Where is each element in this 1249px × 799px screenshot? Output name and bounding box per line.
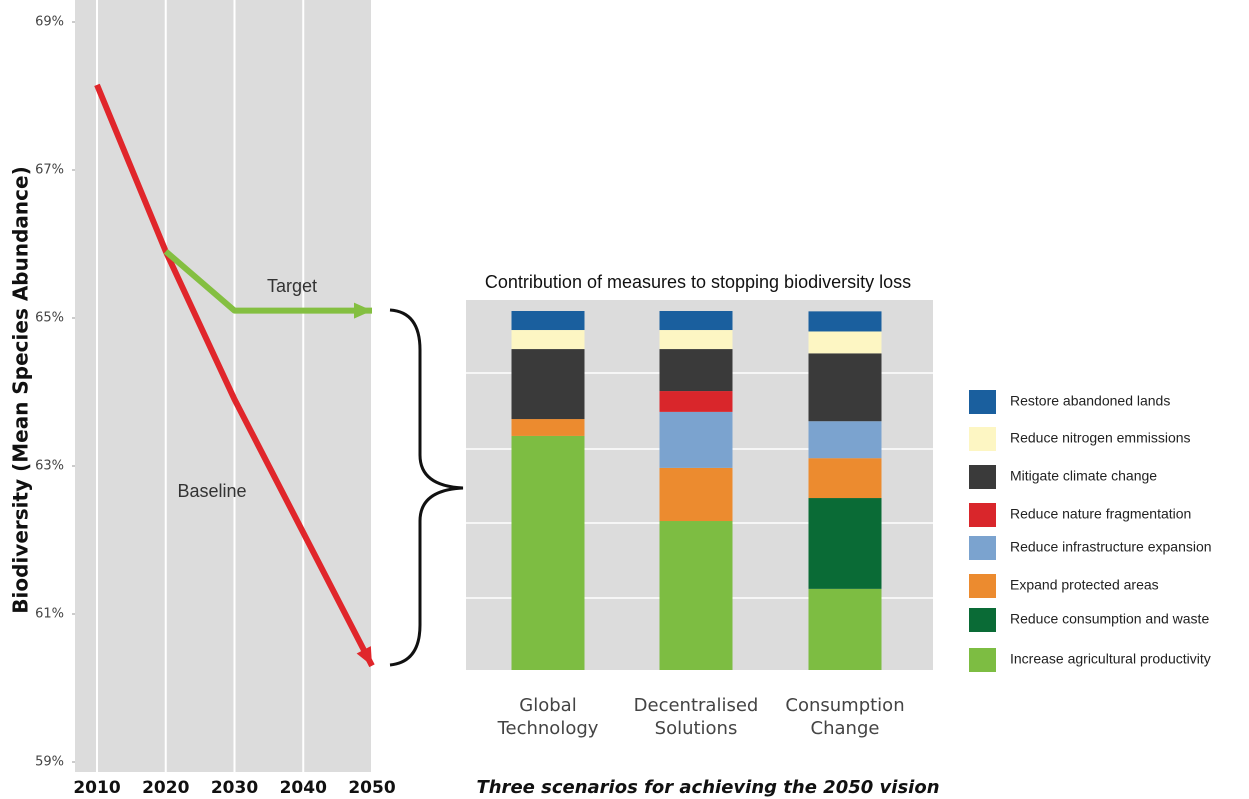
x-tick-label: Global Technology xyxy=(497,695,599,739)
series-label: Baseline xyxy=(177,481,246,501)
bar-segment xyxy=(808,311,882,332)
x-tick-label: 2030 xyxy=(211,778,258,798)
y-axis-title: Biodiversity (Mean Species Abundance) xyxy=(9,166,33,613)
bar-segment xyxy=(659,311,733,331)
legend-swatch xyxy=(969,608,996,632)
plot-background xyxy=(75,0,372,772)
bar-segment xyxy=(659,521,733,670)
y-tick-label: 69% xyxy=(35,15,64,30)
legend-swatch xyxy=(969,574,996,598)
series-label: Target xyxy=(267,276,317,296)
brace xyxy=(389,308,464,667)
bar-segment xyxy=(808,588,882,670)
bar-segment xyxy=(808,458,882,499)
bar-segment xyxy=(659,330,733,350)
x-tick-label: Consumption Change xyxy=(785,695,905,739)
legend-swatch xyxy=(969,390,996,414)
bar-segment xyxy=(511,435,585,670)
legend-swatch xyxy=(969,427,996,451)
y-tick-label: 59% xyxy=(35,755,64,770)
series-line xyxy=(163,249,372,314)
bar-segment xyxy=(659,411,733,468)
chart-title: Contribution of measures to stopping bio… xyxy=(485,272,911,292)
y-tick-label: 67% xyxy=(35,163,64,178)
x-tick-label: 2050 xyxy=(348,778,395,798)
arrow-head xyxy=(356,646,372,666)
bar-segment xyxy=(659,467,733,522)
legend-label: Restore abandoned lands xyxy=(1010,393,1170,409)
x-tick-label: 2010 xyxy=(73,778,120,798)
bar-segment xyxy=(808,421,882,459)
arrow-head xyxy=(354,302,372,319)
x-tick-label: 2020 xyxy=(142,778,189,798)
legend-label: Reduce infrastructure expansion xyxy=(1010,539,1212,555)
bar-segment xyxy=(511,311,585,331)
bar-segment xyxy=(659,391,733,412)
legend-label: Reduce consumption and waste xyxy=(1010,611,1209,627)
x-tick-label: 2040 xyxy=(280,778,327,798)
x-tick-label: Decentralised Solutions xyxy=(633,695,759,739)
bar-segment xyxy=(808,331,882,354)
y-tick-label: 61% xyxy=(35,607,64,622)
legend-swatch xyxy=(969,536,996,560)
bar-segment xyxy=(511,419,585,436)
legend-label: Increase agricultural productivity xyxy=(1010,651,1211,667)
bar-segment xyxy=(808,353,882,422)
bar-segment xyxy=(659,349,733,392)
legend-label: Reduce nature fragmentation xyxy=(1010,506,1191,522)
bar-segment xyxy=(808,498,882,589)
legend-swatch xyxy=(969,648,996,672)
series-line xyxy=(94,83,375,668)
x-axis-title: Three scenarios for achieving the 2050 v… xyxy=(476,777,939,798)
bar-segment xyxy=(511,330,585,350)
bar-segment xyxy=(511,349,585,420)
legend-swatch xyxy=(969,465,996,489)
legend-label: Reduce nitrogen emmissions xyxy=(1010,430,1191,446)
legend-label: Expand protected areas xyxy=(1010,577,1159,593)
y-tick-label: 65% xyxy=(35,311,64,326)
legend-label: Mitigate climate change xyxy=(1010,468,1157,484)
legend-swatch xyxy=(969,503,996,527)
y-tick-label: 63% xyxy=(35,459,64,474)
